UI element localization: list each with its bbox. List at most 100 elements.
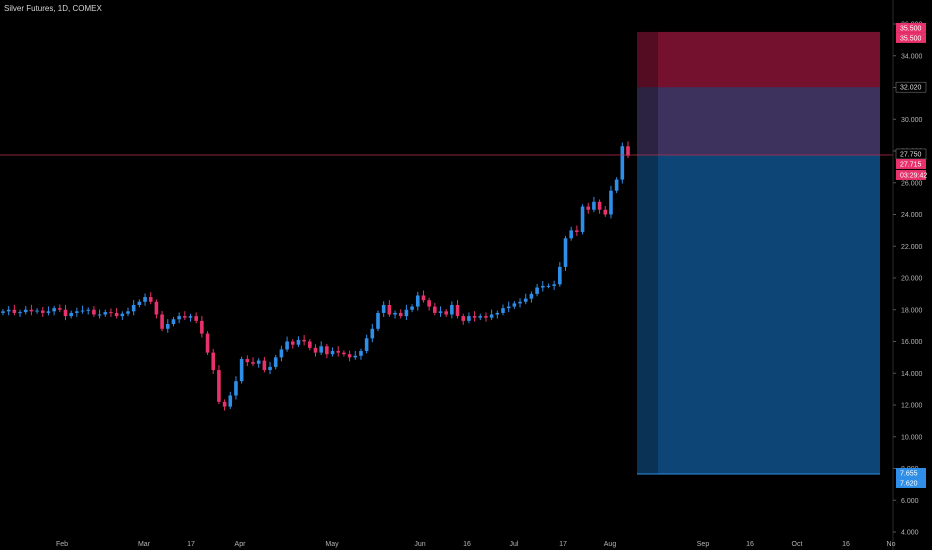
candle-body <box>18 312 22 314</box>
entry-to-price-zone <box>637 87 880 155</box>
candle-body <box>200 320 204 334</box>
position-shade <box>637 31 658 474</box>
candle-body <box>558 266 562 285</box>
candle-body <box>69 312 73 317</box>
candle-body <box>586 206 591 210</box>
candle-body <box>398 312 403 317</box>
y-axis-label: 22.000 <box>901 244 923 251</box>
x-axis-label: Feb <box>56 541 68 548</box>
y-axis-label: 14.000 <box>901 371 923 378</box>
target-price-tag: 7.620 <box>900 480 918 487</box>
candle-body <box>353 355 358 358</box>
candle-body <box>518 301 522 304</box>
candle-body <box>228 395 233 407</box>
candle-body <box>1 311 5 313</box>
candle-body <box>217 370 221 402</box>
candle-body <box>433 306 437 313</box>
x-axis-label: Apr <box>235 541 247 548</box>
candle-body <box>103 312 108 315</box>
candle-body <box>35 310 39 312</box>
candle-body <box>52 308 56 312</box>
candle-body <box>580 206 585 232</box>
candle-body <box>63 309 68 317</box>
candle-body <box>160 314 164 329</box>
candle-body <box>97 314 102 316</box>
candle-body <box>569 230 573 239</box>
candle-body <box>376 312 380 329</box>
y-axis-label: 24.000 <box>901 212 923 219</box>
candle-body <box>563 238 568 267</box>
profit-target-zone[interactable] <box>637 154 880 474</box>
candle-body <box>603 209 608 215</box>
candle-body <box>302 339 306 342</box>
target-price-tag-bg <box>896 467 926 478</box>
candle-body <box>165 324 170 329</box>
candle-body <box>546 285 551 287</box>
x-axis-label: Oct <box>792 541 803 548</box>
candle-body <box>6 309 11 312</box>
candle-body <box>46 311 51 313</box>
candle-body <box>80 310 85 312</box>
candle-body <box>188 316 193 318</box>
candle-body <box>290 341 295 345</box>
candle-body <box>342 352 346 355</box>
candle-body <box>495 312 500 315</box>
candle-body <box>40 310 45 313</box>
candle-body <box>75 311 79 313</box>
candle-body <box>211 352 216 371</box>
x-axis-label: Mar <box>138 541 151 548</box>
candle-body <box>114 312 119 317</box>
y-axis-label: 20.000 <box>901 276 923 283</box>
y-axis-label: 6.000 <box>901 498 919 505</box>
candle-body <box>256 360 261 364</box>
candle-body <box>131 304 136 312</box>
candle-body <box>12 309 17 313</box>
entry-price-tag: 32.020 <box>900 85 922 92</box>
candle-body <box>347 354 352 358</box>
candle-body <box>410 306 414 310</box>
entry-price-tag-group: 32.020 <box>895 81 927 93</box>
candle-body <box>319 346 323 353</box>
candle-body <box>205 333 210 353</box>
candle-body <box>120 313 125 317</box>
candle-body <box>540 285 545 288</box>
candle-body <box>262 360 267 371</box>
candle-body <box>393 312 397 315</box>
y-axis-label: 4.000 <box>901 530 919 537</box>
candle-body <box>387 304 392 315</box>
candle-body <box>239 358 244 382</box>
candle-body <box>251 362 255 364</box>
candle-body <box>461 316 466 321</box>
candle-body <box>137 301 142 305</box>
candle-body <box>472 316 477 318</box>
candle-body <box>478 316 483 318</box>
candle-body <box>450 304 454 315</box>
candle-body <box>575 230 579 232</box>
candle-body <box>359 351 363 356</box>
candle-body <box>330 351 335 355</box>
candle-body <box>609 190 613 215</box>
candle-body <box>336 351 341 353</box>
candle-body <box>501 308 505 313</box>
candle-body <box>183 316 187 318</box>
y-axis-label: 34.000 <box>901 53 923 60</box>
x-axis-label: 17 <box>187 541 195 548</box>
candle-body <box>444 311 448 315</box>
x-axis-label: 16 <box>842 541 850 548</box>
x-axis-label: 16 <box>463 541 471 548</box>
x-axis-label: No <box>887 541 896 548</box>
candle-body <box>620 146 625 180</box>
prev-close-tag-bg <box>896 158 926 169</box>
bar-countdown-tag-group: 03:29:42 <box>896 169 927 180</box>
candle-body <box>421 295 426 301</box>
candle-body <box>381 304 386 313</box>
candle-body <box>143 297 147 302</box>
candle-body <box>268 366 272 371</box>
y-axis-label: 10.000 <box>901 434 923 441</box>
candle-body <box>427 300 431 307</box>
candle-body <box>467 316 471 321</box>
stop-price-tag-bg <box>896 32 926 43</box>
bar-countdown-tag-bg <box>896 169 926 180</box>
candle-body <box>58 308 62 310</box>
